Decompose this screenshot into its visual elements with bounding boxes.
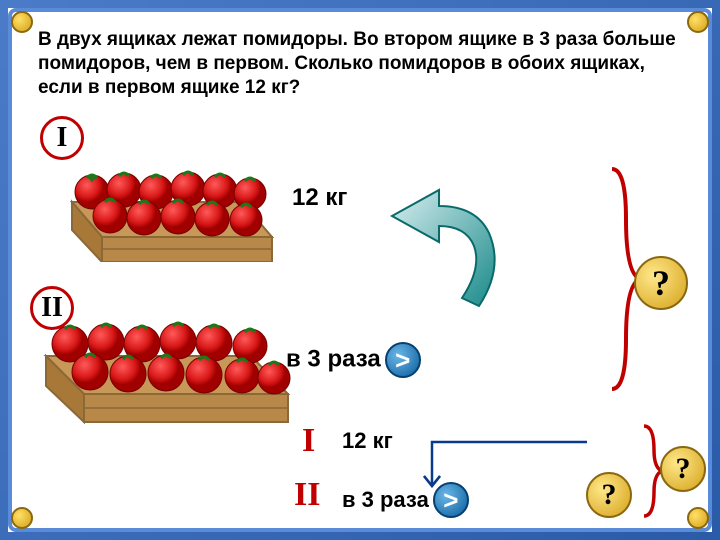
label-3x-text: в 3 раза (286, 345, 381, 372)
thin-arrow-icon (412, 434, 592, 494)
eq-roman-2: II (294, 476, 320, 514)
badge-two: II (30, 286, 74, 330)
q-text-s1: ? (602, 478, 617, 512)
crate-2 (36, 294, 296, 424)
corner-dot (11, 11, 33, 33)
label-3x: в 3 раза> (286, 342, 421, 378)
problem-text: В двух ящиках лежат помидоры. Во втором … (24, 24, 696, 107)
corner-dot (687, 507, 709, 529)
q-text: ? (652, 262, 670, 304)
eq-text-1: 12 кг (342, 428, 393, 454)
curved-arrow-icon (384, 188, 514, 318)
corner-dot (11, 507, 33, 529)
question-small-1: ? (586, 472, 632, 518)
slide-frame: В двух ящиках лежат помидоры. Во втором … (0, 0, 720, 540)
question-big: ? (634, 256, 688, 310)
corner-dot (687, 11, 709, 33)
badge-two-text: II (41, 292, 63, 324)
q-text-s2: ? (676, 452, 691, 486)
label-12kg: 12 кг (292, 184, 347, 212)
badge-one: I (40, 116, 84, 160)
eq-roman-1: I (302, 422, 315, 460)
badge-one-text: I (57, 122, 68, 154)
content-area: В двух ящиках лежат помидоры. Во втором … (24, 24, 696, 516)
question-small-2: ? (660, 446, 706, 492)
gt-icon: > (385, 342, 421, 378)
crate-1 (62, 142, 282, 262)
